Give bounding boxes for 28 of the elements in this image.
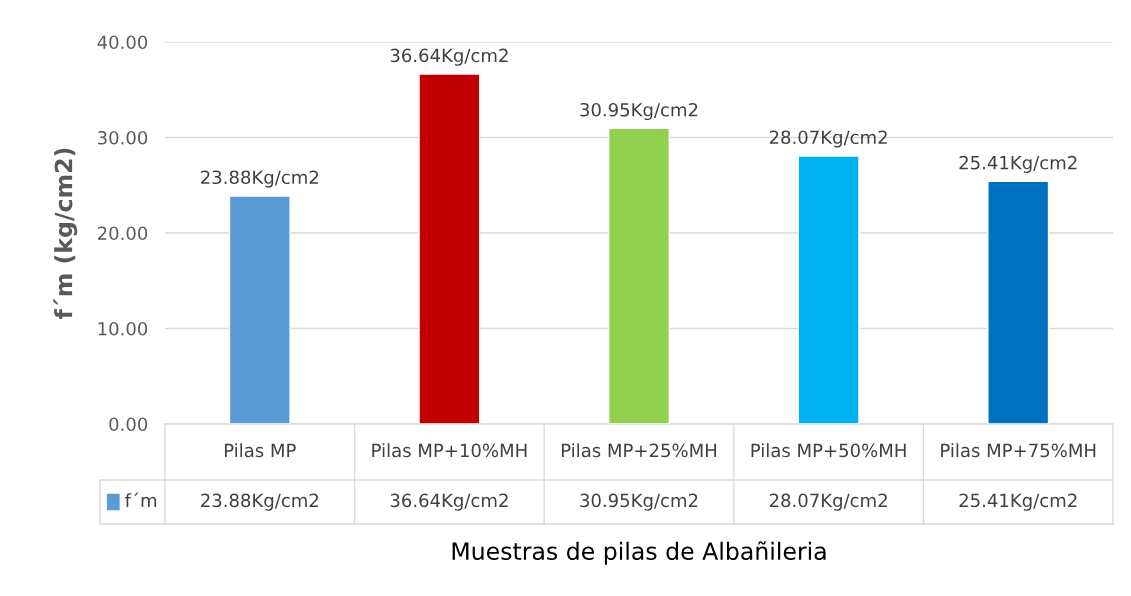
bar bbox=[228, 195, 291, 424]
legend-label: f´m bbox=[125, 492, 157, 507]
y-axis-title: f´m (kg/cm2) bbox=[53, 148, 78, 319]
y-tick-label: 40.00 bbox=[97, 35, 148, 50]
text: 25.41Kg/cm2 bbox=[959, 155, 1077, 173]
bar bbox=[987, 180, 1050, 424]
bar bbox=[607, 127, 671, 424]
x-tick-label: Pilas MP+75%MH bbox=[941, 443, 1096, 458]
y-tick-label: 30.00 bbox=[98, 130, 148, 145]
x-tick-label: Pilas MP+50%MH bbox=[751, 443, 906, 458]
data-label: 25.41Kg/cm2 bbox=[959, 493, 1077, 511]
y-tick-label: 20.00 bbox=[97, 226, 148, 241]
data-label: 30.95Kg/cm2 bbox=[580, 493, 698, 511]
text: 23.88Kg/cm2 bbox=[201, 170, 319, 188]
x-axis-title: Muestras de pilas de Albañileria bbox=[452, 541, 826, 565]
y-tick-label: 10.00 bbox=[98, 321, 148, 336]
x-tick-label: Pilas MP+10%MH bbox=[372, 443, 527, 458]
text: 30.95Kg/cm2 bbox=[580, 102, 698, 121]
x-tick-label: Pilas MP+25%MH bbox=[561, 443, 717, 458]
text: 28.07Kg/cm2 bbox=[769, 130, 887, 148]
data-label: 28.07Kg/cm2 bbox=[769, 493, 887, 511]
data-label: 23.88Kg/cm2 bbox=[201, 493, 319, 511]
text: 36.64Kg/cm2 bbox=[390, 48, 508, 66]
y-tick-label: 0.00 bbox=[109, 417, 148, 432]
bar bbox=[797, 155, 860, 424]
bar bbox=[418, 73, 481, 424]
data-label: 36.64Kg/cm2 bbox=[390, 493, 508, 511]
x-tick-label: Pilas MP bbox=[224, 443, 296, 458]
